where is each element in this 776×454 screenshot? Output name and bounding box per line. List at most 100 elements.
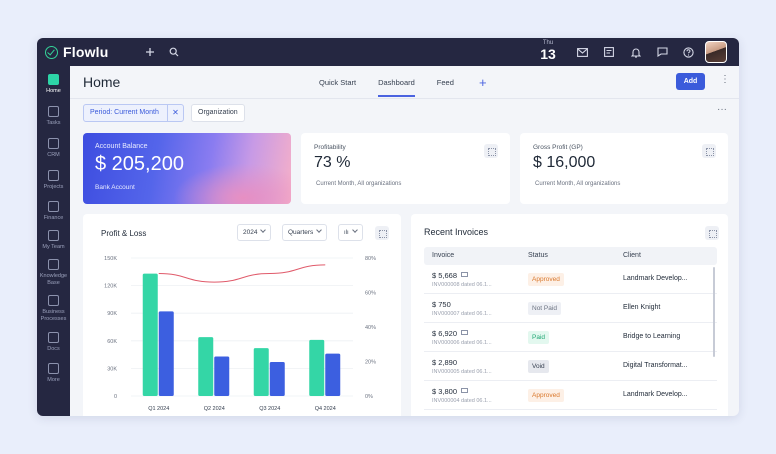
invoice-amount[interactable]: $ 3,800 xyxy=(432,387,469,396)
x-axis-tick-label: Q4 2024 xyxy=(315,406,336,412)
tab-feed[interactable]: Feed xyxy=(436,78,454,87)
processes-icon xyxy=(48,295,59,306)
sidebar-item-label: My Team xyxy=(42,244,65,250)
invoice-amount-value: $ 2,890 xyxy=(432,358,458,367)
table-row[interactable]: $ 750 INV000007 dated 06.1... Not Paid Elle… xyxy=(424,295,717,323)
invoice-amount-value: $ 3,800 xyxy=(432,387,458,396)
date-day: 13 xyxy=(540,46,556,62)
plus-icon[interactable] xyxy=(143,45,157,59)
sidebar-item-knowledge-base[interactable]: Knowledge Base xyxy=(37,259,70,286)
period-filter-value: Current Month xyxy=(114,109,159,116)
sidebar-item-label: Knowledge Base xyxy=(39,273,68,286)
dashboard-options-icon[interactable]: ··· xyxy=(717,104,727,115)
sidebar-item-crm[interactable]: CRM xyxy=(37,138,70,159)
sidebar-item-more[interactable]: More xyxy=(37,363,70,384)
profit-loss-chart: 0 30K 60K 90K 120K 150K 0% 20% 40% 60% 80% Q1 2024 Q… xyxy=(104,256,376,412)
period-filter-label: Period: xyxy=(90,109,113,116)
invoice-amount[interactable]: $ 2,890 xyxy=(432,358,457,367)
table-row[interactable]: $ 6,920 INV000006 dated 06.1... Paid Bridge… xyxy=(424,324,717,352)
sidebar-item-label: Projects xyxy=(43,184,64,190)
recent-invoices-title: Recent Invoices xyxy=(424,227,489,237)
tab-dashboard[interactable]: Dashboard xyxy=(378,78,415,97)
card-settings-icon[interactable] xyxy=(484,144,498,158)
invoice-amount[interactable]: $ 6,920 xyxy=(432,329,469,338)
sidebar-item-home[interactable]: Home xyxy=(37,74,70,95)
profit-loss-card: Profit & Loss 2024 Quarters ılı 0 30K 60K 9… xyxy=(83,214,401,416)
invoice-amount-value: $ 6,920 xyxy=(432,329,458,338)
table-row[interactable]: $ 3,800 INV000004 dated 06.1... Approved La… xyxy=(424,382,717,410)
tab-quick-start[interactable]: Quick Start xyxy=(319,78,357,87)
more-options-icon[interactable]: ⋮ xyxy=(720,74,730,85)
search-icon[interactable] xyxy=(167,45,181,59)
table-row[interactable]: $ 5,668 INV000008 dated 06.1... Approved La… xyxy=(424,266,717,294)
help-icon[interactable] xyxy=(681,45,695,59)
card-subtitle: Current Month, All organizations xyxy=(535,181,621,187)
user-avatar[interactable] xyxy=(705,41,727,63)
sidebar-item-docs[interactable]: Docs xyxy=(37,332,70,353)
table-row[interactable]: $ 5,200Paid xyxy=(424,411,717,416)
table-row[interactable]: $ 2,890 INV000005 dated 06.1... Void Digita… xyxy=(424,353,717,381)
account-balance-card: Account Balance $ 205,200 Bank Account xyxy=(83,133,291,204)
add-tab-button[interactable]: + xyxy=(479,75,487,90)
invoice-amount-value: $ 5,668 xyxy=(432,271,458,280)
y2-axis-tick-label: 60% xyxy=(365,291,376,297)
sidebar-item-label: Docs xyxy=(47,346,60,352)
period-select[interactable]: Quarters xyxy=(282,224,328,241)
card-label: Gross Profit (GP) xyxy=(533,144,583,151)
client-link[interactable]: Digital Transformat... xyxy=(623,362,688,369)
year-select[interactable]: 2024 xyxy=(237,224,272,241)
organization-filter[interactable]: Organization xyxy=(191,104,245,122)
header-divider xyxy=(70,98,739,99)
notes-icon[interactable] xyxy=(602,45,616,59)
x-axis-tick-label: Q1 2024 xyxy=(148,406,169,412)
client-link[interactable]: Landmark Develop... xyxy=(623,275,688,282)
client-link[interactable]: Ellen Knight xyxy=(623,304,661,311)
invoice-number: INV000005 dated 06.1... xyxy=(432,369,492,375)
logo-check-icon xyxy=(45,45,58,59)
period-filter[interactable]: Period: Current Month ✕ xyxy=(83,104,184,122)
chat-icon[interactable] xyxy=(655,45,669,59)
sidebar-item-business-processes[interactable]: Business Processes xyxy=(37,295,70,322)
y-axis-tick-label: 0 xyxy=(114,394,117,400)
card-value: $ 16,000 xyxy=(533,154,596,171)
card-settings-icon[interactable] xyxy=(375,226,389,240)
mail-icon[interactable] xyxy=(575,45,589,59)
sidebar-item-my-team[interactable]: My Team xyxy=(37,230,70,251)
knowledge-icon xyxy=(48,259,59,270)
chart-bar xyxy=(269,361,285,396)
client-link[interactable]: Bridge to Learning xyxy=(623,333,681,340)
invoice-number: INV000007 dated 06.1... xyxy=(432,311,492,317)
invoices-table-header: Invoice Status Client xyxy=(424,247,717,265)
invoice-amount[interactable]: $ 5,668 xyxy=(432,271,469,280)
card-settings-icon[interactable] xyxy=(702,144,716,158)
invoices-scrollbar[interactable] xyxy=(713,267,715,357)
chart-bar xyxy=(198,337,214,396)
card-settings-icon[interactable] xyxy=(705,226,719,240)
date-weekday: Thu xyxy=(542,40,554,46)
chevron-down-icon xyxy=(351,227,358,233)
card-subtitle: Current Month, All organizations xyxy=(316,181,402,187)
mail-icon xyxy=(461,388,469,393)
date-widget[interactable]: Thu 13 xyxy=(537,40,559,62)
sidebar-item-label: Home xyxy=(46,88,61,94)
invoice-amount[interactable]: $ 750 xyxy=(432,300,451,309)
profit-loss-title: Profit & Loss xyxy=(101,229,147,238)
top-bar: Flowlu Thu 13 xyxy=(37,38,739,66)
clear-filter-icon[interactable]: ✕ xyxy=(167,105,183,121)
client-link[interactable]: Landmark Develop... xyxy=(623,391,688,398)
add-button[interactable]: Add xyxy=(676,73,705,90)
app-window: Flowlu Thu 13 Home xyxy=(37,38,739,416)
profitability-card: Profitability 73 % Current Month, All or… xyxy=(301,133,510,204)
chart-type-select[interactable]: ılı xyxy=(338,224,363,241)
x-axis-tick-label: Q2 2024 xyxy=(204,406,225,412)
mail-icon xyxy=(461,272,469,277)
chevron-down-icon xyxy=(260,227,267,233)
card-value: 73 % xyxy=(314,154,351,171)
sidebar-item-finance[interactable]: Finance xyxy=(37,201,70,222)
sidebar-item-tasks[interactable]: Tasks xyxy=(37,106,70,127)
bell-icon[interactable] xyxy=(629,45,643,59)
app-logo[interactable]: Flowlu xyxy=(45,44,109,60)
status-badge: Approved xyxy=(528,389,564,402)
sidebar-item-projects[interactable]: Projects xyxy=(37,170,70,191)
year-select-value: 2024 xyxy=(243,229,258,236)
